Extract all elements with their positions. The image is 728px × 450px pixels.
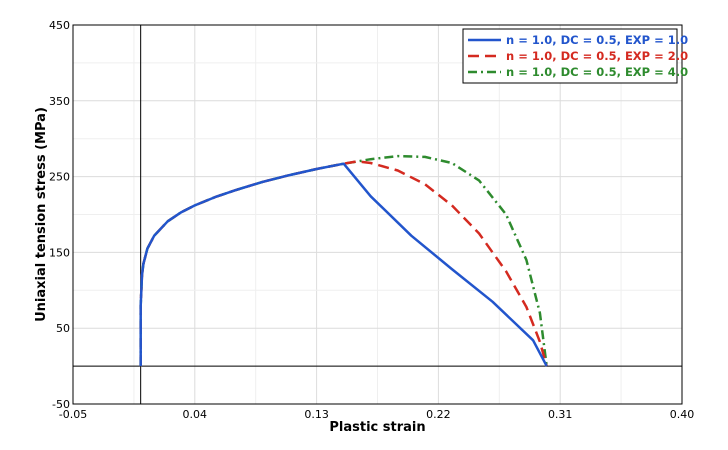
series-line-3 <box>139 154 548 367</box>
x-tick-label: 0.40 <box>670 408 695 421</box>
legend: n = 1.0, DC = 0.5, EXP = 1.0 n = 1.0, DC … <box>462 28 688 84</box>
legend-label-2: n = 1.0, DC = 0.5, EXP = 2.0 <box>506 49 688 63</box>
y-tick-label: 350 <box>49 95 70 108</box>
legend-label-1: n = 1.0, DC = 0.5, EXP = 1.0 <box>506 33 688 47</box>
series-line-2 <box>139 160 548 367</box>
y-tick-label: 450 <box>49 19 70 32</box>
y-tick-label: 50 <box>56 322 70 335</box>
x-axis-title: Plastic strain <box>329 420 425 435</box>
x-tick-label: 0.31 <box>548 408 573 421</box>
series-layer <box>139 154 548 367</box>
x-tick-labels: -0.05 0.04 0.13 0.22 0.31 0.40 <box>59 408 694 421</box>
series-line-1 <box>139 162 548 367</box>
y-tick-label: 250 <box>49 171 70 184</box>
x-tick-label: 0.22 <box>426 408 451 421</box>
legend-box <box>462 28 678 84</box>
x-tick-label: 0.04 <box>183 408 208 421</box>
y-tick-label: 150 <box>49 246 70 259</box>
plot-frame <box>72 24 683 405</box>
legend-label-3: n = 1.0, DC = 0.5, EXP = 4.0 <box>506 65 688 79</box>
grid-lines <box>73 25 682 404</box>
x-tick-label: -0.05 <box>59 408 87 421</box>
y-tick-labels: -50 50 150 250 350 450 <box>49 19 70 411</box>
y-axis-title: Uniaxial tension stress (MPa) <box>34 107 49 322</box>
x-tick-label: 0.13 <box>304 408 329 421</box>
y-tick-label: -50 <box>52 398 70 411</box>
